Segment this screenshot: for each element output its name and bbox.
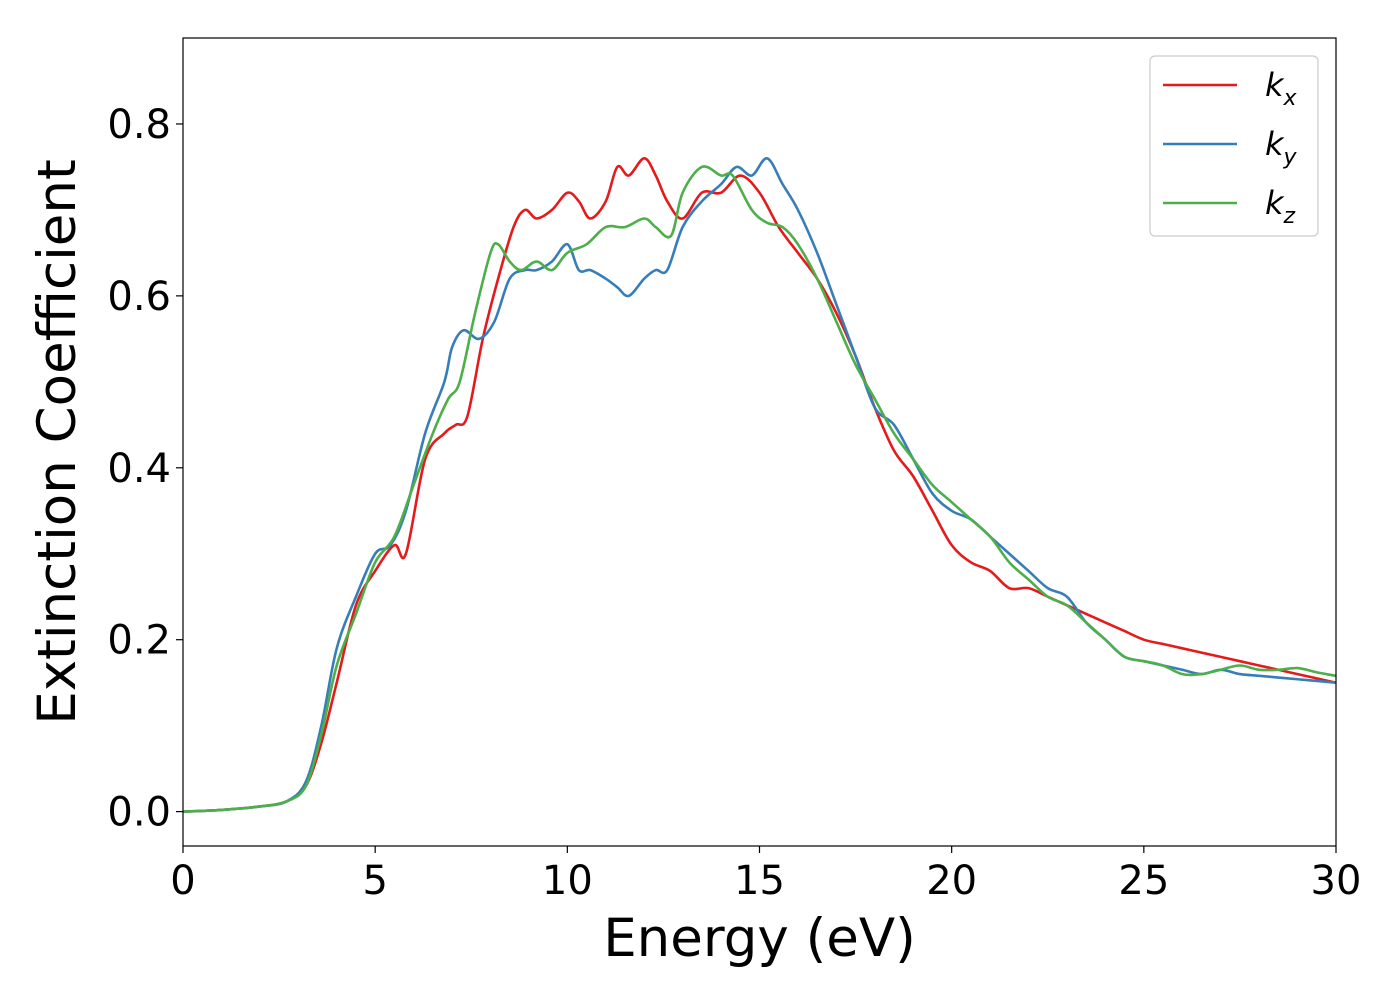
- x-tick-label: 20: [926, 858, 977, 904]
- series-layer: [183, 157, 1336, 813]
- x-tick-label: 25: [1118, 858, 1169, 904]
- legend: kx ky kz: [1149, 55, 1319, 237]
- legend-frame: [1149, 55, 1319, 237]
- y-axis-ticks: 0.0 0.2 0.4 0.6 0.8: [107, 102, 183, 836]
- y-tick-label: 0.0: [107, 790, 171, 836]
- x-tick-label: 15: [734, 858, 785, 904]
- y-tick-label: 0.2: [107, 618, 171, 664]
- series-line-kx: [183, 157, 1336, 813]
- legend-label-kx: kx: [1265, 66, 1298, 111]
- x-axis-title: Energy (eV): [603, 908, 916, 969]
- x-tick-label: 0: [170, 858, 195, 904]
- y-tick-label: 0.8: [107, 102, 171, 148]
- legend-label-kz: kz: [1265, 184, 1296, 229]
- series-line-kz: [183, 165, 1336, 813]
- y-tick-label: 0.4: [107, 446, 171, 492]
- y-axis-title: Extinction Coefficient: [27, 159, 88, 725]
- x-axis-ticks: 0 5 10 15 20 25 30: [170, 846, 1361, 904]
- x-tick-label: 5: [362, 858, 387, 904]
- legend-label-ky: ky: [1265, 125, 1298, 170]
- x-tick-label: 10: [542, 858, 593, 904]
- y-tick-label: 0.6: [107, 274, 171, 320]
- x-tick-label: 30: [1311, 858, 1362, 904]
